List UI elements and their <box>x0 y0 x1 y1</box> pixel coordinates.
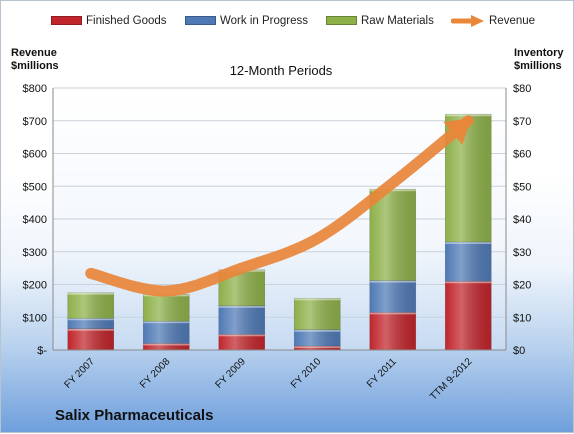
right-tick-label: $60 <box>513 149 531 161</box>
bar-top-work-in-progress-5 <box>445 242 491 244</box>
bar-shine-finished-goods-5 <box>445 281 491 350</box>
bar-top-raw-materials-3 <box>294 298 340 300</box>
bar-shine-finished-goods-0 <box>68 329 114 350</box>
x-tick-label: FY 2011 <box>365 356 399 390</box>
right-tick-label: $80 <box>513 83 531 95</box>
x-tick-label: FY 2008 <box>138 356 173 391</box>
x-tick-label: FY 2007 <box>62 356 97 391</box>
x-tick-label: FY 2009 <box>213 356 248 391</box>
bar-shine-raw-materials-1 <box>143 294 189 321</box>
left-tick-label: $600 <box>23 149 47 161</box>
bar-shine-raw-materials-0 <box>68 293 114 319</box>
right-tick-label: $70 <box>513 116 531 128</box>
x-tick-label: TTM 9-2012 <box>428 356 475 403</box>
bar-shine-work-in-progress-5 <box>445 242 491 281</box>
bar-shine-work-in-progress-3 <box>294 330 340 346</box>
bar-top-work-in-progress-4 <box>370 281 416 283</box>
bar-top-work-in-progress-0 <box>68 318 114 320</box>
bar-shine-work-in-progress-2 <box>219 306 265 334</box>
left-tick-label: $300 <box>23 247 47 259</box>
right-tick-label: $0 <box>513 345 525 357</box>
bar-shine-raw-materials-4 <box>370 189 416 280</box>
company-name: Salix Pharmaceuticals <box>55 407 213 424</box>
bar-top-raw-materials-0 <box>68 293 114 295</box>
left-tick-label: $800 <box>23 83 47 95</box>
left-tick-label: $700 <box>23 116 47 128</box>
bar-shine-work-in-progress-4 <box>370 281 416 313</box>
left-tick-label: $400 <box>23 214 47 226</box>
right-tick-label: $40 <box>513 214 531 226</box>
right-tick-label: $20 <box>513 280 531 292</box>
right-tick-label: $50 <box>513 181 531 193</box>
left-tick-label: $200 <box>23 280 47 292</box>
bar-shine-work-in-progress-1 <box>143 321 189 343</box>
bar-shine-raw-materials-3 <box>294 298 340 329</box>
left-tick-label: $100 <box>23 312 47 324</box>
x-tick-label: FY 2010 <box>289 356 324 391</box>
bar-shine-finished-goods-2 <box>219 334 265 350</box>
left-tick-label: $500 <box>23 181 47 193</box>
left-tick-label: $- <box>37 345 47 357</box>
right-tick-label: $10 <box>513 312 531 324</box>
bar-shine-finished-goods-4 <box>370 312 416 350</box>
right-tick-label: $30 <box>513 247 531 259</box>
